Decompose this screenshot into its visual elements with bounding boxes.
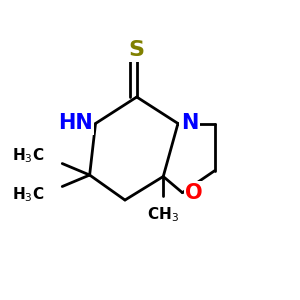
Text: H$_3$C: H$_3$C [12,185,44,203]
Text: HN: HN [58,113,93,134]
Text: O: O [185,183,203,203]
Text: S: S [129,40,145,60]
Text: CH$_3$: CH$_3$ [147,206,179,224]
Text: N: N [181,113,198,134]
Text: H$_3$C: H$_3$C [12,146,44,165]
